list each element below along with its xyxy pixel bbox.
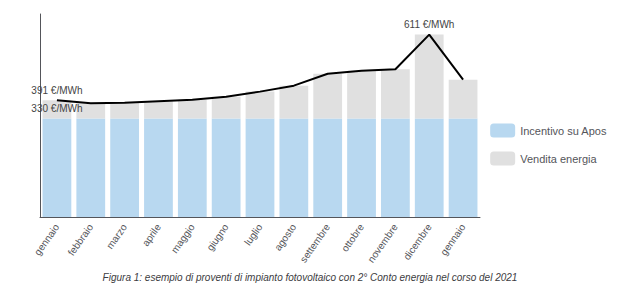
svg-text:Incentivo su Apos: Incentivo su Apos bbox=[520, 125, 607, 137]
svg-text:gennaio: gennaio bbox=[438, 221, 468, 257]
svg-text:aprile: aprile bbox=[140, 221, 163, 248]
svg-text:dicembre: dicembre bbox=[401, 221, 434, 261]
svg-text:marzo: marzo bbox=[104, 221, 129, 250]
svg-text:luglio: luglio bbox=[242, 221, 265, 247]
svg-text:391 €/MWh: 391 €/MWh bbox=[31, 85, 82, 96]
svg-text:330 €/MWh: 330 €/MWh bbox=[31, 103, 82, 114]
svg-text:novembre: novembre bbox=[365, 221, 400, 264]
svg-text:Vendita energia: Vendita energia bbox=[520, 153, 597, 165]
svg-text:gennaio: gennaio bbox=[32, 221, 62, 257]
svg-text:Figura 1: esempio di proventi: Figura 1: esempio di proventi di impiant… bbox=[103, 272, 518, 283]
svg-text:maggio: maggio bbox=[169, 221, 197, 255]
svg-text:611 €/MWh: 611 €/MWh bbox=[404, 19, 454, 30]
svg-text:giugno: giugno bbox=[204, 221, 230, 252]
svg-text:agosto: agosto bbox=[272, 221, 298, 252]
svg-text:ottobre: ottobre bbox=[339, 221, 366, 253]
svg-text:febbraio: febbraio bbox=[66, 221, 96, 257]
svg-text:settembre: settembre bbox=[298, 221, 333, 264]
